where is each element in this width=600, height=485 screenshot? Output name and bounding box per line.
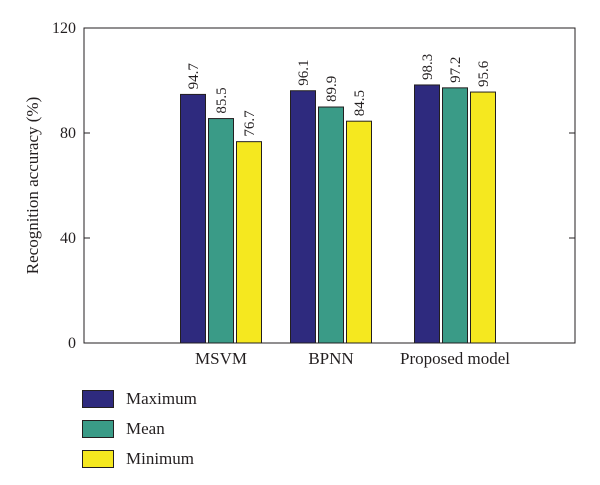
value-label: 84.5 [352, 90, 368, 116]
x-tick-label: MSVM [195, 349, 247, 368]
bars [180, 84, 496, 344]
y-axis: 0 40 80 120 [52, 20, 575, 352]
x-tick-label: BPNN [308, 349, 353, 368]
bar-proposed-model-minimum [470, 91, 496, 344]
legend-item-mean: Mean [82, 414, 197, 444]
legend-label-maximum: Maximum [126, 389, 197, 408]
x-axis: MSVM BPNN Proposed model [195, 349, 510, 368]
y-tick-label: 120 [52, 20, 76, 37]
bar-proposed-model-maximum [414, 84, 440, 344]
legend-swatch-mean [82, 420, 114, 438]
bar-msvm-mean [208, 118, 234, 344]
bar-bpnn-minimum [346, 120, 372, 344]
x-tick-label: Proposed model [400, 349, 510, 368]
value-label: 97.2 [448, 57, 464, 83]
legend-item-minimum: Minimum [82, 444, 197, 474]
legend-swatch-minimum [82, 450, 114, 468]
value-labels: 94.7 85.5 76.7 96.1 89.9 84.5 98.3 97.2 95.6 [186, 54, 492, 137]
y-axis-title: Recognition accuracy (%) [23, 97, 42, 274]
bar-msvm-maximum [180, 93, 206, 344]
y-tick-label: 0 [68, 335, 76, 352]
bar-msvm-minimum [236, 141, 262, 344]
value-label: 98.3 [420, 54, 436, 80]
bar-proposed-model-mean [442, 87, 468, 344]
legend: Maximum Mean Minimum [82, 384, 197, 474]
value-label: 94.7 [186, 63, 202, 90]
value-label: 76.7 [242, 110, 258, 137]
value-label: 96.1 [296, 59, 312, 85]
bar-bpnn-maximum [290, 90, 316, 344]
legend-swatch-maximum [82, 390, 114, 408]
legend-label-mean: Mean [126, 419, 165, 438]
legend-item-maximum: Maximum [82, 384, 197, 414]
value-label: 95.6 [476, 60, 492, 87]
legend-label-minimum: Minimum [126, 449, 195, 468]
value-label: 89.9 [324, 76, 340, 102]
value-label: 85.5 [214, 87, 230, 113]
y-tick-label: 80 [60, 125, 76, 142]
bar-bpnn-mean [318, 106, 344, 344]
y-tick-label: 40 [60, 230, 76, 247]
